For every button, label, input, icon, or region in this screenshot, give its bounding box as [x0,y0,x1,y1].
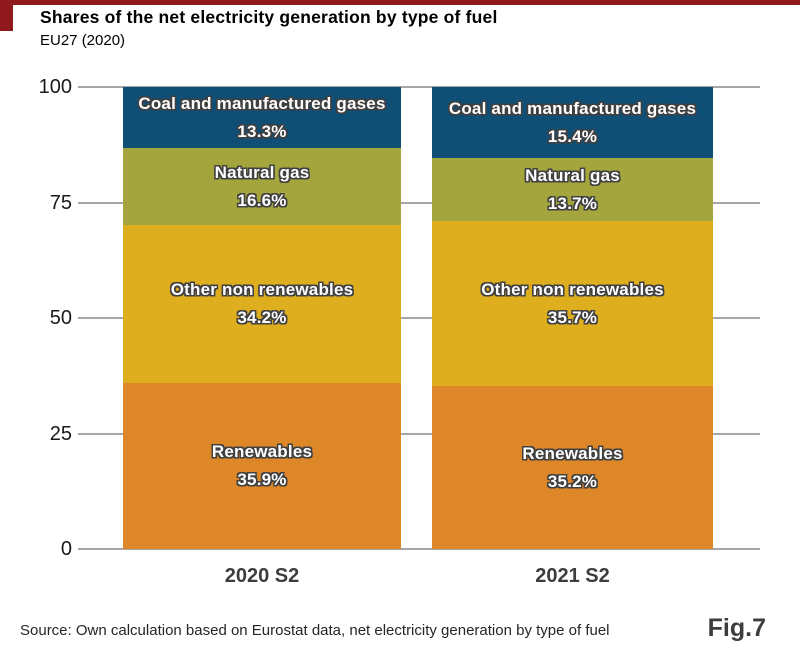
segment-label: Other non renewables 35.7% [432,221,713,386]
segment-value: 13.3% [237,121,287,141]
bar-segment [123,148,401,226]
segment-label: Natural gas 13.7% [432,158,713,221]
y-axis-tick-label: 50 [49,307,72,329]
gridline-y100 [78,86,760,88]
gridline-y50 [78,317,760,319]
segment-name: Coal and manufactured gases [138,93,386,113]
top-accent-rule [0,0,800,5]
segment-name: Renewables [211,442,313,462]
bar-segment [123,225,401,384]
segment-label: Natural gas 16.6% [123,148,401,225]
bar-segment [432,221,713,387]
segment-value: 13.7% [547,193,598,213]
gridline-y75 [78,201,760,204]
gridline-y0 [78,548,760,550]
segment-name: Other non renewables [481,279,664,299]
chart-subtitle: EU27 (2020) [40,32,126,49]
figure-number: Fig.7 [707,614,766,642]
accent-block [0,0,13,31]
bar-segment [123,383,401,549]
x-axis-category-label: 2021 S2 [535,565,610,587]
gridline-y25 [78,432,760,435]
bar-segment [432,158,713,222]
x-axis-category-label: 2020 S2 [224,565,300,587]
segment-name: Natural gas [214,162,310,182]
segment-name: Coal and manufactured gases [448,98,697,118]
segment-name: Other non renewables [170,280,354,300]
segment-name: Natural gas [525,165,620,185]
bar-segment [432,386,713,549]
y-axis-tick-label: 25 [49,422,72,445]
bar-segment [123,87,401,149]
segment-label: Renewables 35.9% [123,383,401,549]
segment-name: Renewables [522,443,623,463]
chart-title: Shares of the net electricity generation… [40,7,498,27]
segment-value: 34.2% [237,308,287,328]
segment-value: 16.6% [237,190,287,210]
source-note: Source: Own calculation based on Eurosta… [20,622,610,639]
y-axis-tick-label: 100 [38,76,72,98]
segment-value: 35.7% [547,307,598,327]
segment-value: 35.9% [237,470,287,490]
segment-value: 15.4% [547,126,598,146]
segment-label: Coal and manufactured gases 15.4% [432,87,713,158]
y-axis-tick-label: 0 [60,538,72,560]
segment-label: Coal and manufactured gases 13.3% [123,87,401,148]
y-axis-tick-label: 75 [49,191,72,214]
segment-value: 35.2% [547,471,598,491]
bar-segment [432,87,713,159]
segment-label: Other non renewables 34.2% [123,225,401,383]
segment-label: Renewables 35.2% [432,386,713,549]
